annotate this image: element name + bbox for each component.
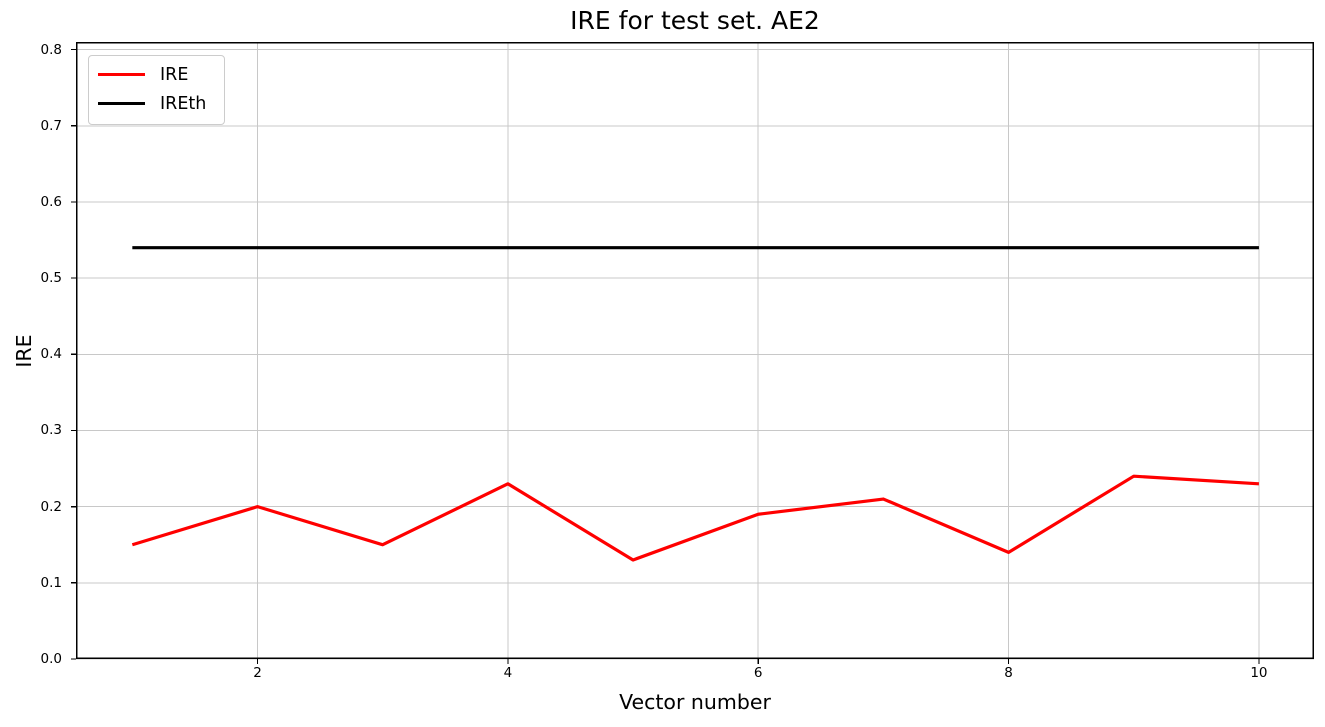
x-tick-label: 4 [503,665,513,681]
y-tick-label: 0.8 [40,41,62,58]
y-tick-label: 0.3 [40,422,62,439]
y-tick-label: 0.2 [40,498,62,515]
y-tick-label: 0.6 [40,193,62,210]
x-axis-label: Vector number [619,690,771,714]
y-tick-label: 0.1 [40,574,62,591]
y-tick-label: 0.4 [40,346,62,363]
legend-row-ireth: IREth [98,89,206,118]
legend-line-sample-ireth [98,102,145,105]
y-tick-label: 0.0 [40,651,62,667]
series-line-ire [131,474,1260,562]
legend: IRE IREth [88,55,226,125]
x-tick-label: 10 [1250,665,1268,681]
y-tick-label: 0.7 [40,117,62,134]
legend-row-ire: IRE [98,60,206,89]
x-tick-label: 8 [1004,665,1013,681]
axes-frame [76,42,1314,659]
legend-label-ireth: IREth [160,93,207,114]
plot-svg [71,42,1314,664]
x-tick-label: 2 [253,665,262,681]
plot-area: IRE IREth 2 4 6 8 10 0.0 0.1 0.2 0.3 0.4 0.5 0.6 0.7… [41,42,1314,681]
y-tick-label: 0.5 [40,270,62,287]
legend-line-sample-ire [98,73,145,76]
legend-label-ire: IRE [160,64,189,85]
chart-title: IRE for test set. AE2 [570,6,820,35]
x-tick-label: 6 [753,665,763,681]
